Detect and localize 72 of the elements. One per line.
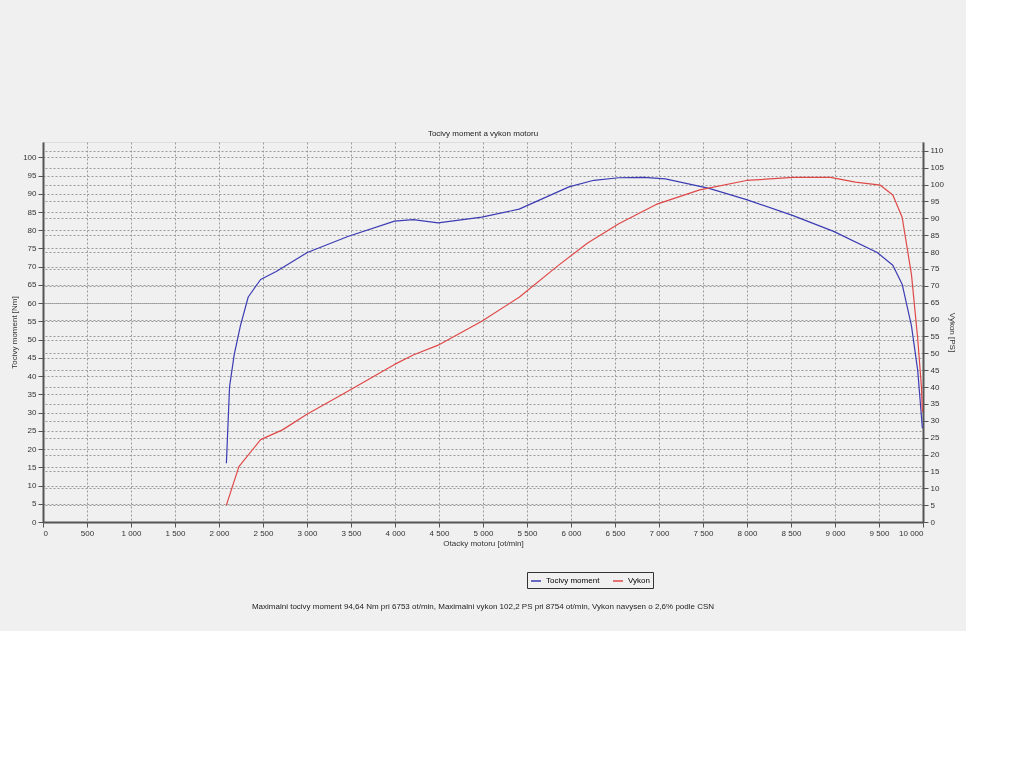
y-tick-label: 25: [27, 426, 38, 436]
y2-tick-label: 0: [930, 517, 936, 527]
x-tick-label: 2 000: [209, 528, 231, 538]
y-tick-label: 10: [27, 481, 38, 491]
x-tick-label: 5 000: [473, 528, 495, 538]
x-tick-label: 6 500: [605, 528, 627, 538]
legend-label: Vykon: [628, 576, 650, 585]
y-tick-label: 55: [27, 316, 38, 326]
y2-tick-label: 55: [930, 331, 940, 341]
y2-tick-label: 50: [930, 348, 940, 358]
chart-title: Tocivy moment a vykon motoru: [427, 129, 539, 138]
y-axis-title: Tocivy moment [Nm]: [10, 296, 20, 369]
legend-label: Tocivy moment: [546, 576, 601, 585]
y-tick-label: 85: [27, 207, 38, 217]
y2-tick-label: 105: [930, 163, 945, 173]
y-tick-label: 45: [27, 353, 38, 363]
text: Maximalni tocivy moment 94,64 Nm pri 6753 ot/min, Maximalni vykon 102,2 PS pri 8754 ot/min, Vykon navysen o 2,6% podle CSN: [251, 602, 715, 611]
x-tick-label: 6 000: [561, 528, 583, 538]
y2-tick-label: 30: [930, 416, 940, 426]
y-tick-label: 20: [27, 444, 38, 454]
y-tick-label: 60: [27, 298, 38, 308]
y2-tick-label: 10: [930, 483, 940, 493]
x-tick-label: 2 500: [253, 528, 275, 538]
y-tick-label: 5: [32, 499, 38, 509]
x-tick-label: 1 000: [121, 528, 143, 538]
y-tick-label: 70: [27, 262, 38, 272]
y-tick-label: 65: [27, 280, 38, 290]
y2-axis-title: Vykon [PS]: [947, 312, 957, 353]
y2-tick-label: 100: [930, 180, 945, 190]
y-tick-label: 100: [23, 152, 38, 162]
y2-tick-label: 5: [930, 500, 936, 510]
y2-tick-label: 65: [930, 298, 940, 308]
y-tick-label: 30: [27, 408, 38, 418]
x-tick-label: 0: [43, 528, 49, 538]
y2-tick-label: 80: [930, 247, 940, 257]
y2-tick-label: 90: [930, 213, 940, 223]
y-tick-label: 75: [27, 243, 38, 253]
x-tick-label: 9 500: [869, 528, 891, 538]
x-tick-label: 10 000: [899, 528, 925, 538]
y2-tick-label: 20: [930, 450, 940, 459]
y2-tick-label: 70: [930, 281, 940, 291]
y-tick-label: 50: [27, 335, 38, 345]
x-tick-label: 7 000: [649, 528, 671, 538]
x-tick-label: 8 500: [781, 528, 803, 538]
y2-tick-label: 45: [930, 365, 940, 375]
x-tick-label: 3 500: [341, 528, 363, 538]
x-tick-label: 1 500: [165, 528, 187, 538]
y-tick-label: 40: [27, 371, 38, 381]
x-tick-label: 9 000: [825, 528, 847, 538]
x-tick-label: 4 500: [429, 528, 451, 538]
x-tick-label: 5 500: [517, 528, 539, 538]
x-axis-title: Otacky motoru [ot/min]: [443, 538, 524, 548]
y2-tick-label: 40: [930, 382, 940, 392]
y-tick-label: 95: [27, 171, 38, 181]
x-tick-label: 7 500: [693, 528, 715, 538]
y2-tick-label: 25: [930, 433, 940, 443]
x-tick-label: 4 000: [385, 528, 407, 538]
y-tick-label: 80: [27, 225, 38, 235]
y2-tick-label: 35: [930, 399, 940, 409]
y2-tick-label: 75: [930, 264, 940, 274]
y2-tick-label: 15: [930, 466, 940, 476]
y2-tick-label: 85: [930, 230, 940, 240]
y-tick-label: 35: [27, 389, 38, 399]
y2-tick-label: 95: [930, 196, 940, 206]
y-tick-label: 0: [32, 517, 38, 527]
x-tick-label: 500: [80, 528, 95, 538]
x-tick-label: 8 000: [737, 528, 759, 538]
y-tick-label: 15: [27, 462, 38, 472]
y2-tick-label: 110: [930, 146, 944, 156]
y-tick-label: 90: [27, 189, 38, 199]
x-tick-label: 3 000: [297, 528, 319, 538]
y2-tick-label: 60: [930, 315, 940, 325]
